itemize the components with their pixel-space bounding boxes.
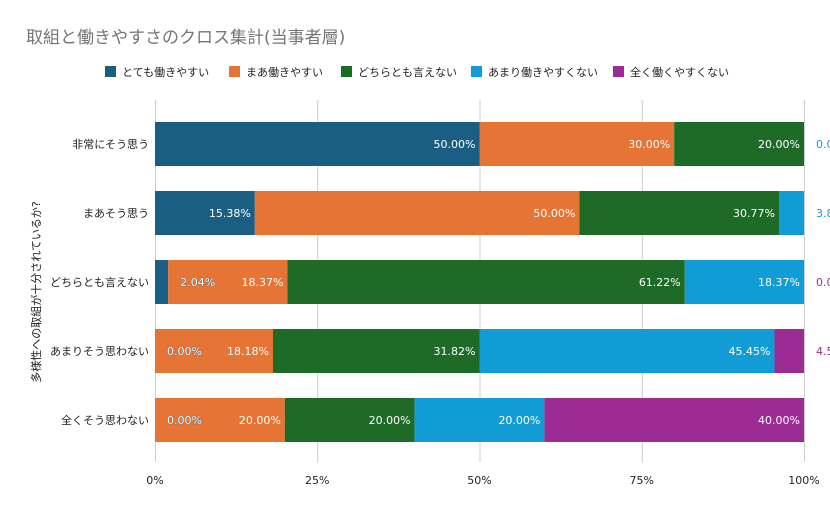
bar-4-4 — [479, 329, 775, 373]
legend-label-1: とても働きやすい — [122, 66, 209, 79]
bar-2-3 — [579, 191, 780, 235]
bar-5-3 — [284, 398, 415, 442]
bar-3-3 — [287, 260, 685, 304]
x-tick-label-4: 75% — [630, 474, 654, 487]
legend-swatch-4 — [471, 66, 482, 77]
legend: とても働きやすい まあ働きやすい どちらとも言えない あまり働きやすくない 全く働くやす… — [105, 65, 729, 79]
x-tick-label-2: 25% — [305, 474, 329, 487]
data-label-5-5: 40.00% — [758, 414, 800, 427]
data-label-3-3: 61.22% — [639, 276, 681, 289]
data-label-5-3: 20.00% — [369, 414, 411, 427]
data-label-3-5: 0.0 — [816, 276, 830, 289]
data-label-1-3: 20.00% — [758, 138, 800, 151]
bar-1-3 — [674, 122, 804, 166]
data-label-2-2: 50.00% — [533, 207, 575, 220]
x-axis-ticks: 0% 25% 50% 75% 100% — [146, 474, 819, 487]
bar-4-5 — [774, 329, 804, 373]
bar-2-4 — [779, 191, 804, 235]
data-label-4-5: 4.5 — [816, 345, 830, 358]
data-label-1-1: 50.00% — [434, 138, 476, 151]
chart-title: 取組と働きやすさのクロス集計(当事者層) — [26, 28, 345, 48]
data-label-5-2: 20.00% — [239, 414, 281, 427]
legend-swatch-1 — [105, 66, 116, 77]
legend-label-5: 全く働くやすくない — [630, 65, 729, 79]
data-labels: 50.00% 30.00% 20.00% 0.0 15.38% 50.00% 30.77% 3… — [167, 138, 830, 427]
data-label-4-1: 0.00% — [167, 345, 202, 358]
data-label-4-4: 45.45% — [729, 345, 771, 358]
bar-3-2 — [168, 260, 288, 304]
bar-5-4 — [414, 398, 545, 442]
category-label-3: どちらとも言えない — [50, 276, 149, 289]
x-tick-label-1: 0% — [146, 474, 163, 487]
bar-2-2 — [254, 191, 580, 235]
bars — [155, 122, 804, 442]
category-label-5: 全くそう思わない — [61, 413, 149, 427]
bar-5-5 — [544, 398, 804, 442]
bar-5-2 — [155, 398, 285, 442]
bar-4-3 — [272, 329, 480, 373]
legend-label-3: どちらとも言えない — [358, 66, 457, 79]
bar-1-1 — [155, 122, 480, 166]
category-label-1: 非常にそう思う — [72, 138, 149, 151]
data-label-5-4: 20.00% — [498, 414, 540, 427]
data-label-1-4: 0.0 — [816, 138, 830, 151]
data-label-2-1: 15.38% — [209, 207, 251, 220]
category-label-2: まあそう思う — [83, 207, 149, 220]
bar-4-2 — [155, 329, 273, 373]
data-label-2-4: 3.8 — [816, 207, 830, 220]
legend-swatch-5 — [613, 66, 624, 77]
legend-swatch-3 — [341, 66, 352, 77]
x-tick-label-5: 100% — [788, 474, 819, 487]
data-label-2-3: 30.77% — [733, 207, 775, 220]
legend-label-2: まあ働きやすい — [246, 66, 323, 79]
legend-label-4: あまり働きやすくない — [488, 66, 598, 79]
bar-3-4 — [684, 260, 804, 304]
x-tick-label-3: 50% — [467, 474, 491, 487]
data-label-4-3: 31.82% — [434, 345, 476, 358]
bar-2-1 — [155, 191, 255, 235]
bar-1-2 — [479, 122, 675, 166]
category-label-4: あまりそう思わない — [50, 345, 149, 358]
data-label-1-2: 30.00% — [628, 138, 670, 151]
data-label-3-4: 18.37% — [758, 276, 800, 289]
data-label-4-2: 18.18% — [227, 345, 269, 358]
data-label-3-2: 18.37% — [242, 276, 284, 289]
y-axis-title: 多様性への取組が十分されているか? — [29, 201, 43, 383]
legend-swatch-2 — [229, 66, 240, 77]
data-label-3-1: 2.04% — [180, 276, 215, 289]
bar-3-1 — [155, 260, 169, 304]
data-label-5-1: 0.00% — [167, 414, 202, 427]
